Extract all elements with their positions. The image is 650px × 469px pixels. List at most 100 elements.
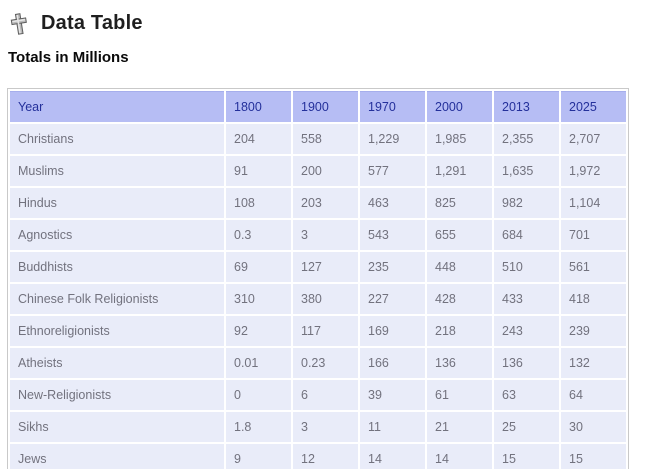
- cell: 227: [360, 284, 425, 314]
- cell: 69: [226, 252, 291, 282]
- cell: 132: [561, 348, 626, 378]
- table-row: Agnostics 0.3 3 543 655 684 701: [10, 220, 626, 250]
- page-subtitle: Totals in Millions: [8, 49, 129, 66]
- cell: 655: [427, 220, 492, 250]
- cell: 218: [427, 316, 492, 346]
- cell: 380: [293, 284, 358, 314]
- row-label: New-Religionists: [10, 380, 224, 410]
- row-label: Ethnoreligionists: [10, 316, 224, 346]
- data-table: Year 1800 1900 1970 2000 2013 2025 Chris…: [7, 88, 629, 469]
- cell: 14: [427, 444, 492, 469]
- row-label: Atheists: [10, 348, 224, 378]
- cell: 1,229: [360, 124, 425, 154]
- cell: 577: [360, 156, 425, 186]
- page-header: Data Table: [10, 12, 642, 35]
- table-row: New-Religionists 0 6 39 61 63 64: [10, 380, 626, 410]
- table-row: Muslims 91 200 577 1,291 1,635 1,972: [10, 156, 626, 186]
- cell: 0.3: [226, 220, 291, 250]
- row-label: Jews: [10, 444, 224, 469]
- cell: 117: [293, 316, 358, 346]
- cell: 0.23: [293, 348, 358, 378]
- cell: 558: [293, 124, 358, 154]
- cell: 463: [360, 188, 425, 218]
- table-row: Buddhists 69 127 235 448 510 561: [10, 252, 626, 282]
- cell: 204: [226, 124, 291, 154]
- row-label: Sikhs: [10, 412, 224, 442]
- cell: 9: [226, 444, 291, 469]
- cell: 1,972: [561, 156, 626, 186]
- cell: 239: [561, 316, 626, 346]
- cell: 92: [226, 316, 291, 346]
- cell: 428: [427, 284, 492, 314]
- cell: 166: [360, 348, 425, 378]
- cell: 510: [494, 252, 559, 282]
- cell: 418: [561, 284, 626, 314]
- cell: 701: [561, 220, 626, 250]
- row-label: Muslims: [10, 156, 224, 186]
- cell: 3: [293, 220, 358, 250]
- table-row: Chinese Folk Religionists 310 380 227 42…: [10, 284, 626, 314]
- cell: 14: [360, 444, 425, 469]
- cell: 25: [494, 412, 559, 442]
- cell: 3: [293, 412, 358, 442]
- cell: 1,104: [561, 188, 626, 218]
- cell: 1.8: [226, 412, 291, 442]
- row-label: Buddhists: [10, 252, 224, 282]
- cell: 235: [360, 252, 425, 282]
- cell: 448: [427, 252, 492, 282]
- cell: 543: [360, 220, 425, 250]
- cell: 982: [494, 188, 559, 218]
- cell: 433: [494, 284, 559, 314]
- cell: 11: [360, 412, 425, 442]
- cell: 169: [360, 316, 425, 346]
- table-row: Hindus 108 203 463 825 982 1,104: [10, 188, 626, 218]
- cell: 39: [360, 380, 425, 410]
- cell: 108: [226, 188, 291, 218]
- table-row: Sikhs 1.8 3 11 21 25 30: [10, 412, 626, 442]
- cell: 64: [561, 380, 626, 410]
- table-row: Ethnoreligionists 92 117 169 218 243 239: [10, 316, 626, 346]
- row-label: Hindus: [10, 188, 224, 218]
- cell: 825: [427, 188, 492, 218]
- cell: 2,707: [561, 124, 626, 154]
- column-header-2013: 2013: [494, 91, 559, 122]
- cell: 63: [494, 380, 559, 410]
- cell: 1,985: [427, 124, 492, 154]
- cell: 310: [226, 284, 291, 314]
- row-label: Chinese Folk Religionists: [10, 284, 224, 314]
- table-row: Christians 204 558 1,229 1,985 2,355 2,7…: [10, 124, 626, 154]
- cell: 127: [293, 252, 358, 282]
- cell: 12: [293, 444, 358, 469]
- cell: 200: [293, 156, 358, 186]
- cell: 21: [427, 412, 492, 442]
- table-row: Jews 9 12 14 14 15 15: [10, 444, 626, 469]
- page-title: Data Table: [41, 12, 143, 34]
- cell: 136: [427, 348, 492, 378]
- column-header-1900: 1900: [293, 91, 358, 122]
- row-label: Agnostics: [10, 220, 224, 250]
- table-header-row: Year 1800 1900 1970 2000 2013 2025: [10, 91, 626, 122]
- table-row: Atheists 0.01 0.23 166 136 136 132: [10, 348, 626, 378]
- cross-icon: [8, 11, 29, 36]
- cell: 1,635: [494, 156, 559, 186]
- column-header-1970: 1970: [360, 91, 425, 122]
- cell: 203: [293, 188, 358, 218]
- cell: 15: [494, 444, 559, 469]
- cell: 6: [293, 380, 358, 410]
- cell: 15: [561, 444, 626, 469]
- column-header-2025: 2025: [561, 91, 626, 122]
- column-header-year: Year: [10, 91, 224, 122]
- cell: 0.01: [226, 348, 291, 378]
- cell: 2,355: [494, 124, 559, 154]
- column-header-2000: 2000: [427, 91, 492, 122]
- row-label: Christians: [10, 124, 224, 154]
- cell: 561: [561, 252, 626, 282]
- cell: 30: [561, 412, 626, 442]
- cell: 0: [226, 380, 291, 410]
- cell: 136: [494, 348, 559, 378]
- cell: 61: [427, 380, 492, 410]
- cell: 243: [494, 316, 559, 346]
- cell: 684: [494, 220, 559, 250]
- cell: 91: [226, 156, 291, 186]
